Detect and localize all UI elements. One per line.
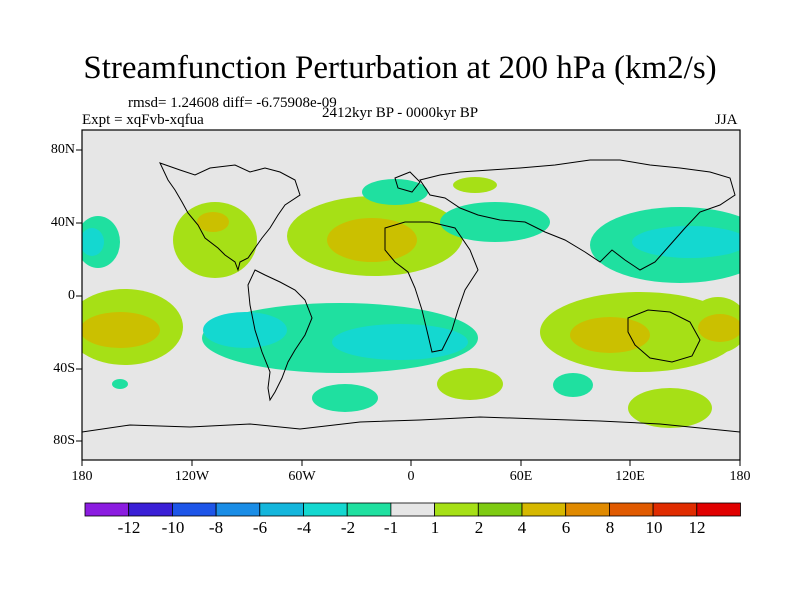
coast-eurasia xyxy=(419,159,736,271)
colorbar-label: 6 xyxy=(561,518,571,537)
colorbar-swatch xyxy=(696,502,741,517)
colorbar-label: -2 xyxy=(340,518,356,537)
positive-anomaly-n-america-core xyxy=(197,212,229,232)
colorbar-label: -1 xyxy=(383,518,399,537)
negative-anomaly-sw-atlantic xyxy=(312,384,378,412)
coast-africa xyxy=(384,221,479,353)
colorbar-label: 8 xyxy=(605,518,615,537)
positive-anomaly-s-atlantic xyxy=(437,368,503,400)
lon-label-60e: 60E xyxy=(509,469,533,484)
positive-anomaly-australia-core xyxy=(698,314,740,342)
colorbar-swatch xyxy=(434,502,479,517)
negative-anomaly-asia xyxy=(440,202,550,242)
lat-label-80n: 80N xyxy=(50,142,75,157)
lon-label-60w: 60W xyxy=(288,469,316,484)
axis-ticks xyxy=(76,149,741,466)
negative-anomaly-pacific-west-core xyxy=(82,228,104,256)
map-field xyxy=(82,130,740,460)
colorbar-swatch xyxy=(652,502,698,517)
colorbar xyxy=(84,502,741,517)
lon-label-120w: 120W xyxy=(174,469,210,484)
coast-north-america xyxy=(159,162,301,272)
colorbar-swatch xyxy=(565,502,610,517)
colorbar-label: -10 xyxy=(161,518,185,537)
colorbar-label: -4 xyxy=(296,518,312,537)
positive-anomaly-n-atlantic-core xyxy=(327,218,417,262)
colorbar-swatch xyxy=(215,502,261,517)
positive-anomaly-indian-ocean-core xyxy=(570,317,650,353)
coast-south-america xyxy=(247,269,313,402)
colorbar-swatch xyxy=(609,502,654,517)
coast-antarctica xyxy=(82,416,740,433)
colorbar-label: -12 xyxy=(117,518,141,537)
coast-australia xyxy=(627,309,701,363)
positive-anomaly-sw-pacific-core xyxy=(82,312,160,348)
map-title: Streamfunction Perturbation at 200 hPa (… xyxy=(83,50,717,86)
positive-anomaly-europe xyxy=(453,177,497,193)
colorbar-swatch xyxy=(84,502,130,517)
colorbar-swatch xyxy=(303,502,348,517)
negative-anomaly-s-pacific-small xyxy=(112,379,128,389)
colorbar-swatch xyxy=(171,502,217,517)
period-label: 2412kyr BP - 0000kyr BP xyxy=(322,105,479,121)
colorbar-label: -6 xyxy=(252,518,268,537)
experiment-label: Expt = xqFvb-xqfua xyxy=(82,112,204,128)
colorbar-label: 4 xyxy=(517,518,527,537)
colorbar-swatch xyxy=(477,502,523,517)
colorbar-swatch xyxy=(521,502,567,517)
lat-label-0: 0 xyxy=(68,288,75,303)
lat-label-80s: 80S xyxy=(53,433,75,448)
colorbar-label: 12 xyxy=(688,518,706,537)
colorbar-label: 1 xyxy=(430,518,440,537)
colorbar-swatch xyxy=(259,502,304,517)
positive-anomaly-n-america xyxy=(173,202,257,278)
negative-anomaly-s-indian xyxy=(553,373,593,397)
coastlines xyxy=(82,159,740,433)
lat-label-40n: 40N xyxy=(50,215,75,230)
stats-line: rmsd= 1.24608 diff= -6.75908e-09 xyxy=(128,95,337,111)
positive-anomaly-s-pacific xyxy=(628,388,712,428)
lat-label-40s: 40S xyxy=(53,361,75,376)
lon-label-120e: 120E xyxy=(615,469,645,484)
lon-label-0: 0 xyxy=(407,469,415,484)
colorbar-swatch xyxy=(128,502,173,517)
colorbar-swatch xyxy=(346,502,392,517)
colorbar-label: -8 xyxy=(208,518,224,537)
lon-label-180e: 180 xyxy=(729,469,751,484)
coast-greenland xyxy=(394,171,421,193)
negative-anomaly-greenland xyxy=(362,179,428,205)
negative-anomaly-south-atlantic-core-east xyxy=(332,324,468,360)
colorbar-label: 10 xyxy=(645,518,663,537)
season-label: JJA xyxy=(715,112,738,128)
colorbar-swatch xyxy=(390,502,435,517)
colorbar-label: 2 xyxy=(474,518,484,537)
lon-label-180w: 180 xyxy=(71,469,93,484)
negative-anomaly-south-atlantic-core-west xyxy=(203,312,287,348)
negative-anomaly-nw-pacific-core xyxy=(632,226,740,258)
